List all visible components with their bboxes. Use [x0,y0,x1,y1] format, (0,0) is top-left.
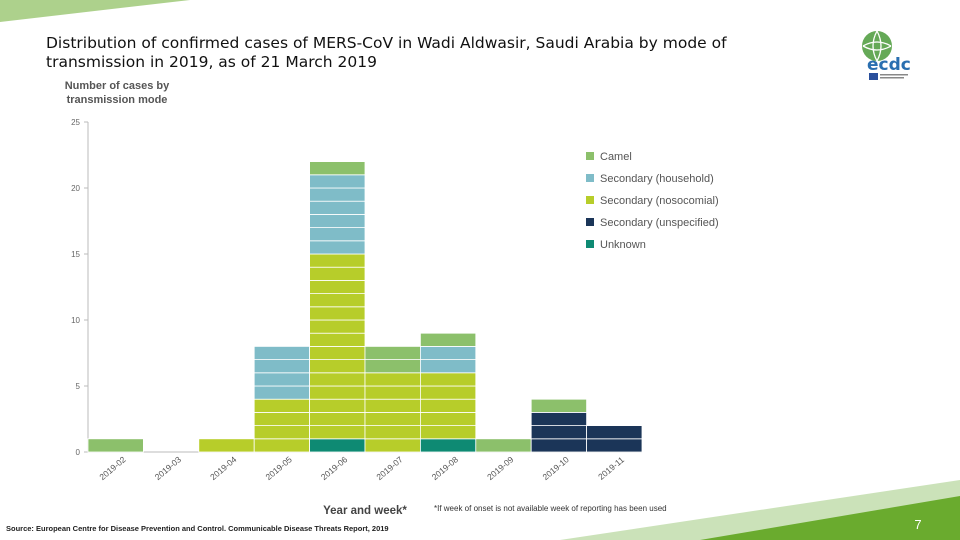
ecdc-globe-logo-icon: ecdc [862,30,911,80]
bar-segment [87,438,144,453]
legend-label: Unknown [600,239,646,251]
x-axis-label: Year and week* [323,505,407,517]
legend-swatch [586,218,594,226]
legend-label: Secondary (household) [600,173,714,185]
chart-footnote: *If week of onset is not available week … [434,504,667,513]
legend-label: Secondary (nosocomial) [600,195,719,207]
page-number: 7 [914,517,922,532]
y-tick-label: 20 [71,184,80,193]
bar-segment [419,332,477,347]
y-tick-label: 0 [76,448,81,457]
legend-swatch [586,240,594,248]
top-band-shape [0,0,190,22]
legend-label: Secondary (unspecified) [600,217,719,229]
slide-title: Distribution of confirmed cases of MERS-… [46,34,727,71]
legend-swatch [586,152,594,160]
y-axis-label-line-1: Number of cases by [65,80,170,92]
logo-text: ecdc [867,55,911,75]
bottom-band-dark [700,496,960,540]
top-decoration-band [0,0,190,22]
y-tick-label: 5 [76,382,81,391]
bar-segment [530,398,588,413]
source-citation: Source: European Centre for Disease Prev… [6,524,389,533]
bar-segment [586,425,643,440]
legend-label: Camel [600,151,632,163]
y-tick-label: 25 [71,118,80,127]
y-tick-label: 10 [71,316,80,325]
legend-swatch [586,196,594,204]
legend-swatch [586,174,594,182]
y-axis-label-line-2: transmission mode [67,94,168,106]
bar-segment [309,161,366,176]
y-tick-label: 15 [71,250,80,259]
